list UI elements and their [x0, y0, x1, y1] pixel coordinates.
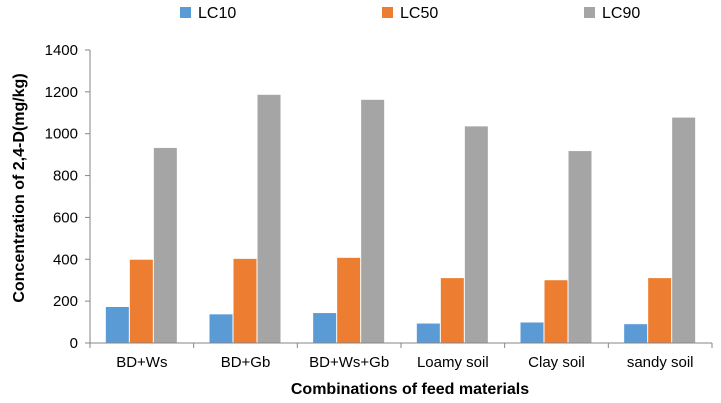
- bar-lc10: [520, 322, 544, 343]
- y-tick-label: 400: [53, 251, 78, 268]
- legend-swatch-lc10: [180, 7, 191, 18]
- y-tick-label: 1400: [45, 42, 78, 59]
- x-category-label: Loamy soil: [417, 354, 489, 371]
- y-tick-label: 200: [53, 293, 78, 310]
- bar-lc50: [233, 258, 257, 343]
- bars: [105, 94, 696, 343]
- bar-lc90: [361, 99, 385, 343]
- bar-lc90: [153, 147, 177, 343]
- bar-lc10: [313, 313, 337, 343]
- x-category-label: Clay soil: [528, 354, 585, 371]
- bar-lc10: [416, 323, 440, 343]
- bar-lc10: [624, 324, 648, 343]
- x-category-label: sandy soil: [627, 354, 694, 371]
- bar-lc50: [648, 278, 672, 343]
- bar-lc50: [440, 278, 464, 343]
- bar-lc90: [672, 117, 696, 343]
- legend-label-lc90: LC90: [602, 5, 640, 22]
- y-tick-label: 1000: [45, 126, 78, 143]
- x-axis-categories: BD+Ws BD+Gb BD+Ws+Gb Loamy soil Clay soil san…: [89, 343, 713, 371]
- y-tick-label: 1200: [45, 84, 78, 101]
- x-category-label: BD+Ws+Gb: [309, 354, 389, 371]
- legend: LC10 LC50 LC90: [180, 5, 640, 22]
- bar-lc90: [568, 151, 592, 343]
- y-tick-label: 800: [53, 168, 78, 185]
- x-axis-title: Combinations of feed materials: [291, 381, 529, 398]
- y-tick-label: 0: [70, 335, 78, 352]
- bar-lc50: [129, 259, 153, 343]
- axes: [89, 50, 712, 344]
- legend-label-lc50: LC50: [400, 5, 438, 22]
- y-tick-label: 600: [53, 209, 78, 226]
- legend-swatch-lc50: [382, 7, 393, 18]
- x-category-label: BD+Ws: [116, 354, 167, 371]
- bar-lc50: [337, 257, 361, 343]
- bar-lc10: [209, 314, 233, 343]
- y-axis-title: Concentration of 2,4-D(mg/kg): [11, 73, 28, 302]
- bar-lc90: [464, 126, 488, 343]
- legend-swatch-lc90: [584, 7, 595, 18]
- y-axis-ticks: 0 200 400 600 800 1000 1200 1400: [45, 42, 90, 352]
- bar-lc50: [544, 280, 568, 343]
- x-category-label: BD+Gb: [221, 354, 271, 371]
- legend-label-lc10: LC10: [198, 5, 236, 22]
- bar-lc10: [105, 307, 129, 343]
- bar-lc90: [257, 94, 281, 343]
